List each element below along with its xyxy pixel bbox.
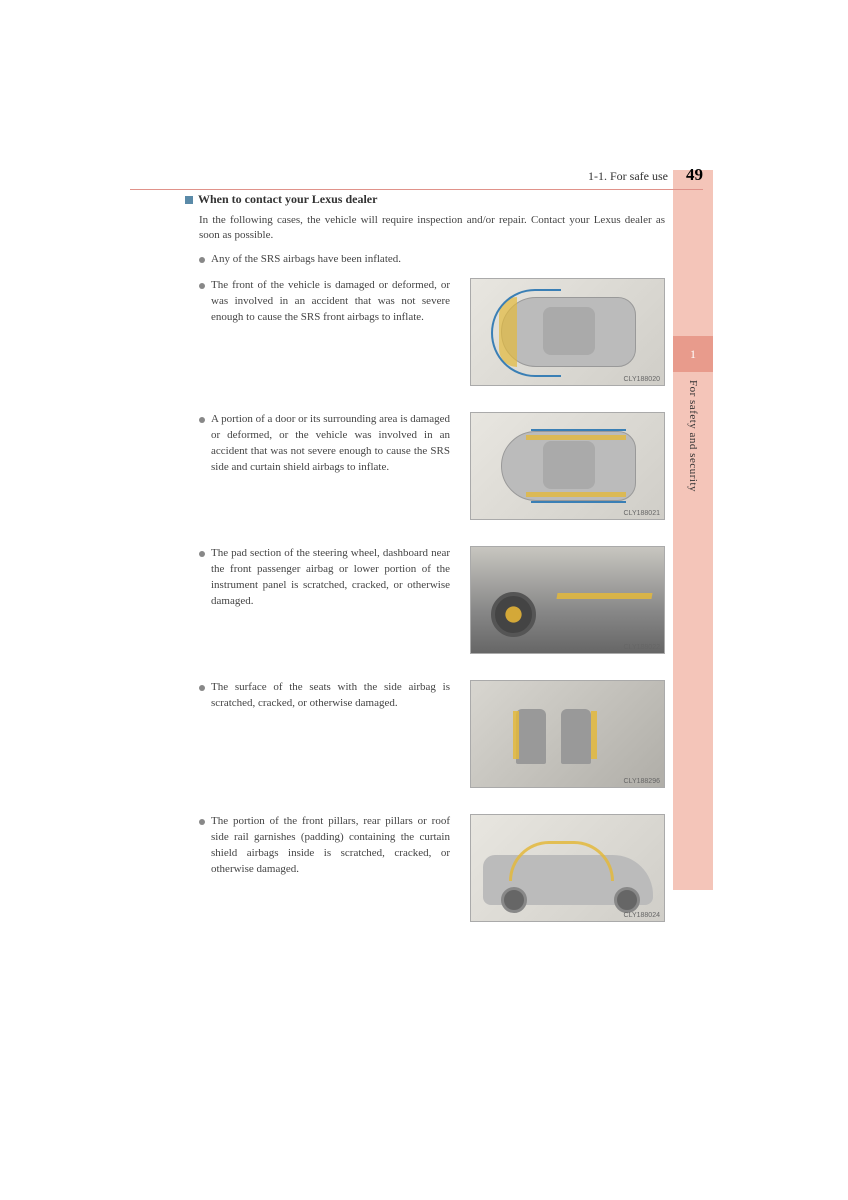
- heading-text: When to contact your Lexus dealer: [198, 192, 377, 207]
- vehicle-front-damage-diagram: CLY188020: [470, 278, 665, 386]
- bullet-icon: [199, 819, 205, 825]
- section-heading: When to contact your Lexus dealer: [185, 192, 665, 207]
- content-area: When to contact your Lexus dealer In the…: [185, 192, 665, 948]
- vehicle-side-damage-diagram: CLY188021: [470, 412, 665, 520]
- item-text: The front of the vehicle is damaged or d…: [211, 278, 450, 326]
- page-number: 49: [686, 165, 703, 185]
- seat-damage-diagram: CLY188296: [470, 680, 665, 788]
- item-text-column: The pad section of the steering wheel, d…: [199, 546, 450, 610]
- item-text: A portion of a door or its surrounding a…: [211, 412, 450, 476]
- page-header: 1-1. For safe use 49: [130, 165, 703, 190]
- damage-item: The pad section of the steering wheel, d…: [199, 546, 665, 654]
- intro-paragraph: In the following cases, the vehicle will…: [199, 213, 665, 244]
- bullet-icon: [199, 551, 205, 557]
- item-text-column: A portion of a door or its surrounding a…: [199, 412, 450, 476]
- bullet-icon: [199, 417, 205, 423]
- side-tab-label-container: For safety and security: [673, 380, 713, 580]
- item-text: The pad section of the steering wheel, d…: [211, 546, 450, 610]
- pillar-damage-diagram: CLY188024: [470, 814, 665, 922]
- bullet-text: Any of the SRS airbags have been inflate…: [211, 252, 401, 268]
- damage-item: A portion of a door or its surrounding a…: [199, 412, 665, 520]
- damage-item: The portion of the front pillars, rear p…: [199, 814, 665, 922]
- image-caption: CLY188020: [624, 376, 660, 383]
- damage-item: The surface of the seats with the side a…: [199, 680, 665, 788]
- bullet-icon: [199, 685, 205, 691]
- chapter-number: 1: [690, 347, 696, 362]
- heading-marker-icon: [185, 196, 193, 204]
- item-text: The surface of the seats with the side a…: [211, 680, 450, 712]
- bullet-item-first: Any of the SRS airbags have been inflate…: [199, 252, 665, 268]
- damage-item: The front of the vehicle is damaged or d…: [199, 278, 665, 386]
- manual-page: 1 For safety and security 1-1. For safe …: [0, 0, 848, 1200]
- item-text-column: The front of the vehicle is damaged or d…: [199, 278, 450, 326]
- section-label: 1-1. For safe use: [588, 169, 668, 184]
- bullet-icon: [199, 283, 205, 289]
- chapter-tab: 1: [673, 336, 713, 372]
- image-caption: CLY188021: [624, 510, 660, 517]
- image-caption: CLY188296: [624, 778, 660, 785]
- image-caption: CLY188024: [624, 912, 660, 919]
- dashboard-damage-diagram: CLY188022: [470, 546, 665, 654]
- image-caption: CLY188022: [624, 644, 660, 651]
- item-text: The portion of the front pillars, rear p…: [211, 814, 450, 878]
- bullet-icon: [199, 257, 205, 263]
- side-tab-label: For safety and security: [687, 380, 699, 492]
- item-text-column: The surface of the seats with the side a…: [199, 680, 450, 712]
- item-text-column: The portion of the front pillars, rear p…: [199, 814, 450, 878]
